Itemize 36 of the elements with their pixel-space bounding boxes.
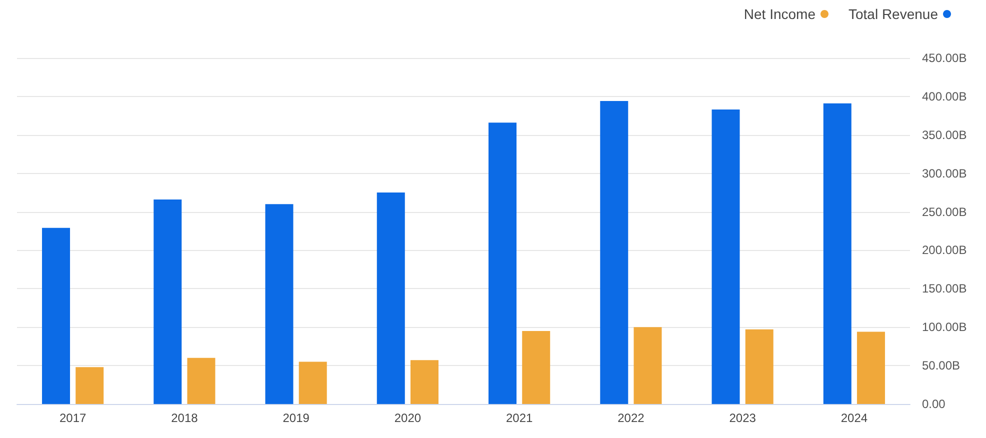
x-tick-label: 2023 (729, 411, 756, 425)
bar (600, 101, 628, 404)
x-tick-label: 2021 (506, 411, 533, 425)
y-tick-label: 200.00B (922, 243, 967, 258)
bar (298, 362, 327, 404)
y-tick-label: 400.00B (922, 89, 967, 104)
bar (265, 204, 294, 404)
bar (856, 332, 885, 404)
x-tick-label: 2019 (282, 411, 310, 425)
x-tick-label: 2018 (171, 411, 198, 425)
bar (488, 122, 517, 404)
bar (376, 192, 405, 404)
y-tick-label: 150.00B (922, 282, 967, 296)
x-tick-label: 2020 (394, 411, 422, 425)
bar (187, 358, 216, 404)
y-tick-label: 350.00B (922, 128, 967, 142)
y-tick-label: 300.00B (922, 166, 967, 180)
y-tick-label: 450.00B (922, 51, 967, 65)
y-tick-label: 50.00B (922, 358, 960, 373)
bar (712, 110, 740, 404)
bar (42, 228, 70, 404)
y-tick-label: 0.00 (922, 397, 946, 411)
legend-label: Total Revenue (848, 6, 938, 22)
x-tick-label: 2022 (618, 411, 645, 425)
bar (154, 199, 182, 404)
bar (634, 327, 662, 404)
y-tick-label: 250.00B (922, 204, 967, 219)
y-tick-label: 100.00B (922, 320, 967, 334)
bar (76, 367, 104, 404)
x-tick-label: 2024 (840, 411, 868, 425)
bar (823, 103, 852, 404)
legend-label: Net Income (744, 6, 816, 22)
bar (745, 329, 774, 404)
bar (522, 330, 550, 404)
x-tick-label: 2017 (59, 411, 86, 425)
bar (410, 360, 438, 404)
